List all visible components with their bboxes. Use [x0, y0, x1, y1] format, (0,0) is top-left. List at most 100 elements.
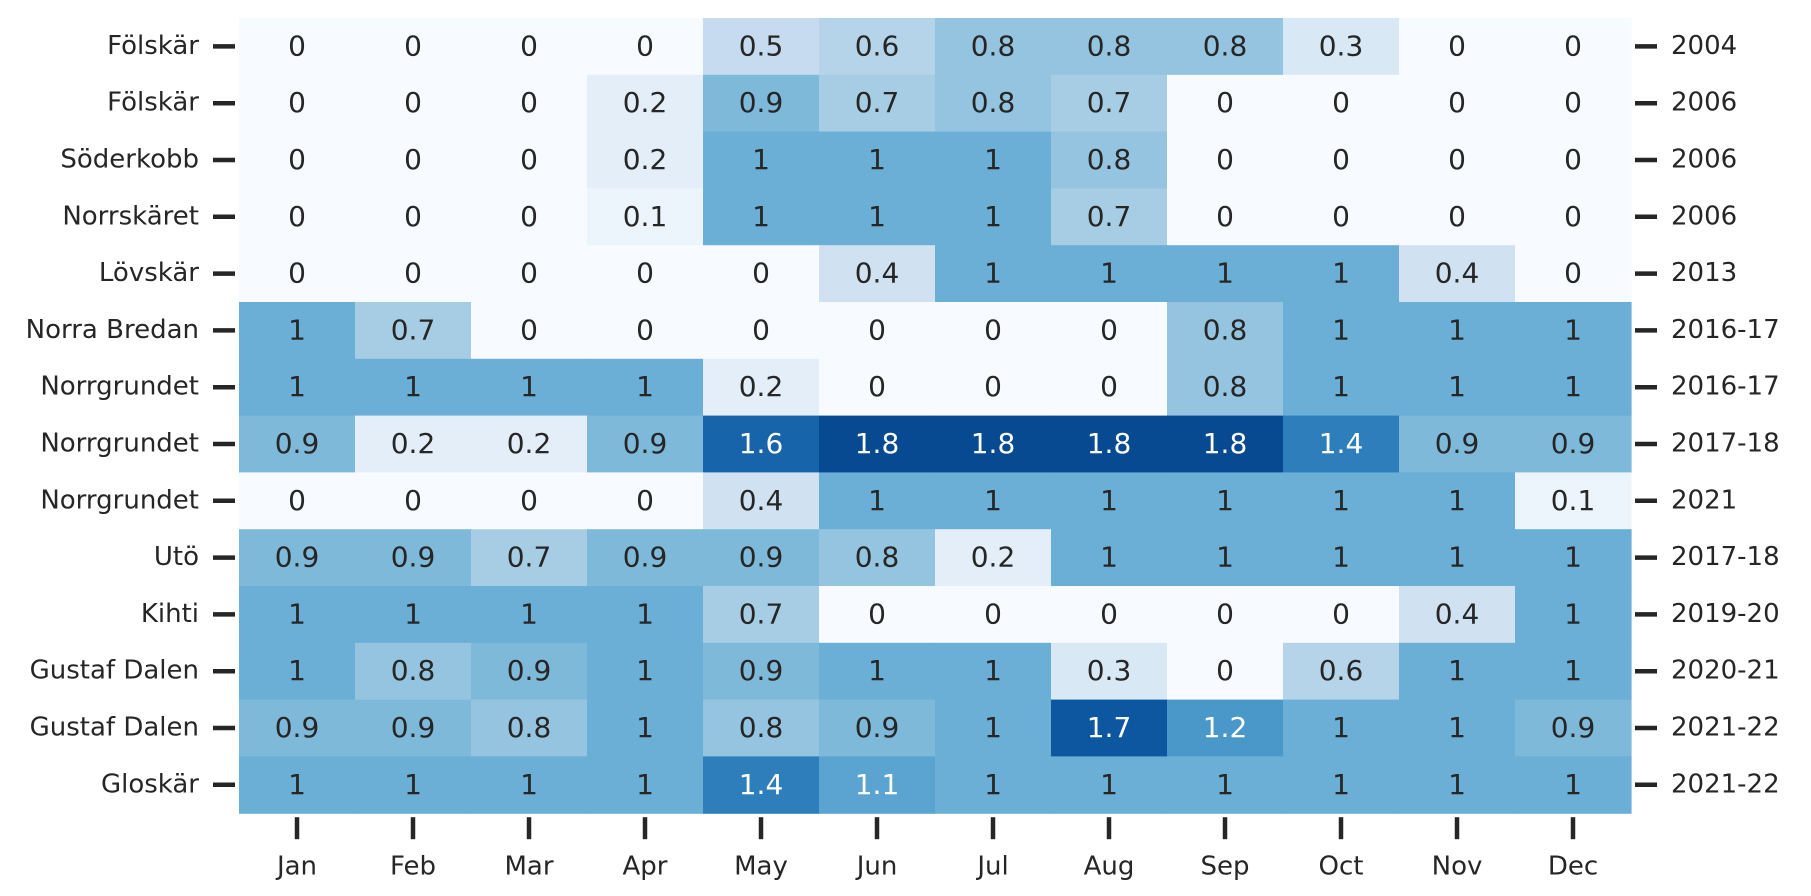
heatmap-cell	[935, 472, 1052, 530]
cell-label: 1	[636, 711, 654, 744]
y-tick-label-right: 2019-20	[1671, 599, 1780, 629]
cell-label: 1.8	[1203, 427, 1248, 460]
cell-label: 0.7	[507, 541, 552, 574]
heatmap-cell	[239, 245, 356, 303]
y-tick-label-left: Norrgrundet	[40, 429, 199, 459]
heatmap-cell	[819, 358, 936, 417]
heatmap-cell	[471, 756, 588, 814]
cell-label: 0.1	[1551, 484, 1596, 517]
cell-label: 0	[288, 29, 306, 62]
cell-label: 1	[868, 200, 886, 233]
cell-label: 1	[1448, 484, 1466, 517]
y-tick-label-right: 2006	[1671, 201, 1737, 231]
cell-label: 0	[1216, 597, 1234, 630]
heatmap-cell	[471, 642, 588, 701]
heatmap-cell	[1283, 18, 1400, 76]
heatmap-cell	[471, 188, 588, 246]
cell-label: 0.2	[623, 143, 668, 176]
heatmap-cell	[239, 472, 356, 530]
heatmap-cell	[587, 74, 704, 133]
cell-label: 0.6	[1319, 654, 1364, 687]
y-tick-label-left: Fölskär	[107, 88, 199, 118]
y-tick-label-left: Söderkobb	[60, 145, 199, 175]
cell-label: 1	[1448, 654, 1466, 687]
cell-label: 1	[984, 768, 1002, 801]
heatmap-cell	[1051, 472, 1168, 530]
heatmap-cell	[1167, 131, 1284, 189]
x-tick-label: Mar	[504, 852, 553, 882]
cell-label: 0	[404, 29, 422, 62]
y-tick-label-right: 2016-17	[1671, 315, 1780, 345]
cell-label: 1.8	[855, 427, 900, 460]
cell-label: 1	[1216, 484, 1234, 517]
heatmap-cell	[587, 699, 704, 757]
cell-label: 0	[1100, 597, 1118, 630]
heatmap-cell	[703, 18, 820, 76]
heatmap-cell	[471, 586, 588, 644]
heatmap-cell	[355, 472, 472, 530]
heatmap-cell	[1051, 131, 1168, 189]
cell-label: 0.7	[391, 313, 436, 346]
cell-label: 0.5	[739, 29, 784, 62]
heatmap-cell	[587, 358, 704, 417]
heatmap-cell	[1051, 415, 1168, 473]
heatmap-cell	[1399, 18, 1516, 76]
cell-label: 1	[1216, 768, 1234, 801]
cell-label: 0	[984, 370, 1002, 403]
heatmap-cell	[935, 642, 1052, 701]
heatmap-cell	[935, 131, 1052, 189]
heatmap-cell	[935, 245, 1052, 303]
cell-label: 1	[404, 597, 422, 630]
heatmap-cell	[1051, 529, 1168, 587]
cell-label: 1	[288, 768, 306, 801]
cell-label: 0	[1332, 200, 1350, 233]
heatmap-cell	[819, 131, 936, 189]
heatmap-cell	[703, 358, 820, 417]
cell-label: 1.7	[1087, 711, 1132, 744]
cell-label: 1	[1216, 257, 1234, 290]
cell-label: 0.9	[275, 541, 320, 574]
heatmap-cell	[1399, 188, 1516, 246]
cell-label: 0.8	[971, 86, 1016, 119]
x-tick-label: Jan	[275, 852, 317, 882]
cell-label: 0.9	[855, 711, 900, 744]
y-tick-label-right: 2017-18	[1671, 542, 1780, 572]
cell-label: 1	[1332, 768, 1350, 801]
heatmap-cell	[819, 699, 936, 757]
heatmap-cell	[1283, 699, 1400, 757]
cell-label: 1	[1332, 711, 1350, 744]
heatmap-cell	[587, 756, 704, 814]
cell-label: 1	[404, 768, 422, 801]
heatmap-cell	[239, 699, 356, 757]
heatmap-cell	[1399, 131, 1516, 189]
heatmap-cell	[703, 415, 820, 473]
cell-label: 0.9	[623, 541, 668, 574]
cell-label: 0	[1448, 29, 1466, 62]
y-tick-label-right: 2006	[1671, 88, 1737, 118]
heatmap-cell	[1051, 302, 1168, 360]
heatmap-cell	[1167, 358, 1284, 417]
cell-label: 0	[404, 143, 422, 176]
heatmap-cell	[819, 74, 936, 133]
cell-label: 1	[984, 143, 1002, 176]
cell-label: 1	[520, 370, 538, 403]
heatmap-cell	[1515, 188, 1632, 246]
heatmap-cell	[1283, 245, 1400, 303]
heatmap-cell	[587, 18, 704, 76]
cell-label: 0.7	[1087, 200, 1132, 233]
cell-label: 1	[1564, 654, 1582, 687]
heatmap-cell	[355, 699, 472, 757]
cell-label: 0.8	[507, 711, 552, 744]
cell-label: 0	[520, 484, 538, 517]
heatmap-cell	[703, 245, 820, 303]
heatmap-cell	[587, 472, 704, 530]
heatmap-cell	[703, 756, 820, 814]
heatmap-cell	[1515, 529, 1632, 587]
cell-label: 1.2	[1203, 711, 1248, 744]
cell-label: 1	[984, 654, 1002, 687]
heatmap-cell	[587, 415, 704, 473]
heatmap-cell	[1515, 642, 1632, 701]
heatmap-cell	[1167, 756, 1284, 814]
cell-label: 1	[1332, 370, 1350, 403]
